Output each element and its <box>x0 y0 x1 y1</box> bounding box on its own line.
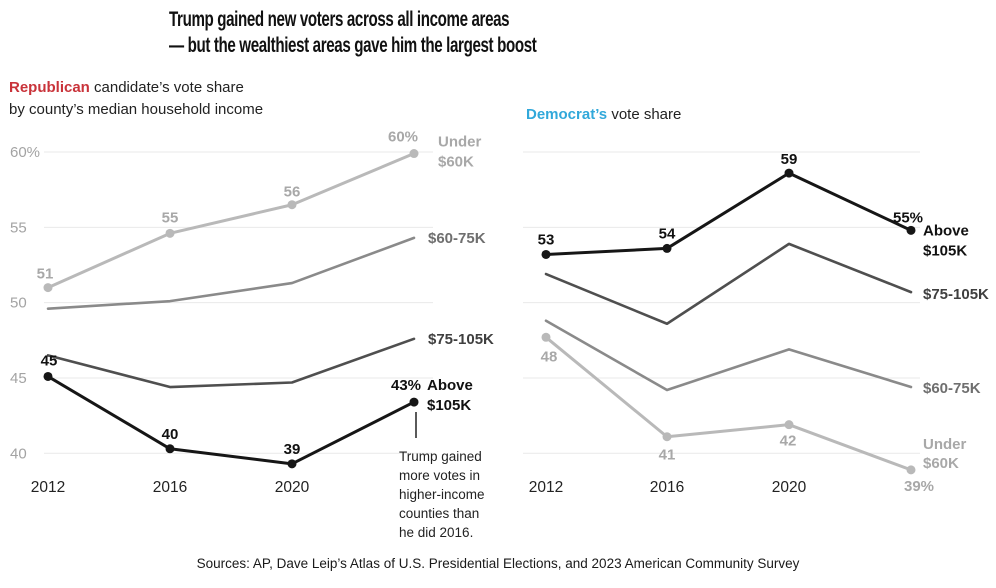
data-point-label: 55% <box>893 209 923 226</box>
series-label-under-60k: Under <box>438 134 482 151</box>
data-point-label: 48 <box>541 348 558 365</box>
x-axis-tick-label: 2012 <box>31 479 65 496</box>
series-line-under-60k <box>46 152 416 290</box>
data-point-label: 59 <box>781 151 798 168</box>
data-point-dot <box>662 243 672 253</box>
data-point-dot <box>541 249 551 259</box>
data-point-dot <box>165 228 175 238</box>
annotation-line: he did 2016. <box>399 525 474 540</box>
series-label-under-60k: Under <box>923 436 967 453</box>
data-point-dot <box>43 283 53 293</box>
data-point-dot <box>906 465 916 475</box>
y-axis-tick-label: 60% <box>10 144 40 161</box>
annotation-text: Trump gained more votes in higher-income… <box>399 447 485 542</box>
series-line-above-105k <box>544 171 913 256</box>
series-label-75-105k: $75-105K <box>923 286 989 303</box>
right-chart-subtitle: Democrat’s vote share <box>526 104 681 126</box>
data-point-label: 55 <box>162 209 179 226</box>
x-axis-tick-label: 2020 <box>772 479 807 496</box>
series-line-60-75k <box>544 319 913 392</box>
data-point-label: 45 <box>41 352 58 369</box>
x-axis-tick-label: 2016 <box>650 479 684 496</box>
right-chart-subtitle-rest: vote share <box>607 106 682 123</box>
series-label-above-105k: Above <box>427 377 473 394</box>
data-point-dot <box>409 149 419 159</box>
data-point-dot <box>784 420 794 430</box>
annotation-line: more votes in <box>399 468 481 483</box>
data-point-label: 60% <box>388 129 418 146</box>
series-line-60-75k <box>46 236 416 310</box>
chart-democrat: 2012 2016 2020 53 54 59 55%Above $105K $75-105K $… <box>523 151 989 496</box>
data-point-label: 43% <box>391 377 421 394</box>
left-chart-subtitle-line2: by county’s median household income <box>9 101 264 118</box>
data-point-label: 41 <box>659 447 676 464</box>
series-label-above-105k: $105K <box>923 242 967 259</box>
series-line-under-60k <box>544 335 913 472</box>
y-axis-tick-label: 40 <box>10 445 27 462</box>
page-title-line2: — but the wealthiest areas gave him the … <box>169 34 537 57</box>
series-line-above-105k <box>46 374 416 466</box>
republican-label: Republican <box>9 79 90 96</box>
data-point-dot <box>662 432 672 442</box>
data-point-label: 53 <box>538 231 555 248</box>
series-label-above-105k: $105K <box>427 397 471 414</box>
data-point-label: 54 <box>659 225 676 242</box>
left-chart-subtitle-line1: Republican candidate’s vote share <box>9 77 263 99</box>
series-label-under-60k: $60K <box>923 455 959 472</box>
x-axis-tick-label: 2020 <box>275 479 310 496</box>
series-label-above-105k: Above <box>923 222 969 239</box>
data-point-label: 42 <box>780 433 797 450</box>
data-point-dot <box>906 225 916 235</box>
series-label-60-75k: $60-75K <box>923 380 981 397</box>
series-label-60-75k: $60-75K <box>428 230 486 247</box>
data-point-dot <box>541 332 551 342</box>
x-axis-tick-label: 2016 <box>153 479 187 496</box>
data-point-dot <box>409 397 419 407</box>
democrat-label: Democrat’s <box>526 106 608 123</box>
data-point-dot <box>287 459 297 469</box>
data-point-dot <box>287 200 297 210</box>
data-point-dot <box>165 444 175 454</box>
data-point-label: 40 <box>162 426 179 443</box>
data-point-label: 51 <box>37 266 54 283</box>
y-axis-tick-label: 55 <box>10 219 27 236</box>
y-axis-tick-label: 45 <box>10 370 27 387</box>
data-point-dot <box>43 371 53 381</box>
series-label-under-60k: $60K <box>438 154 474 171</box>
x-axis-tick-label: 2012 <box>529 479 563 496</box>
series-label-75-105k: $75-105K <box>428 331 494 348</box>
page-title-line1: Trump gained new voters across all incom… <box>169 8 510 31</box>
annotation-line: counties than <box>399 506 480 521</box>
sources-line: Sources: AP, Dave Leip’s Atlas of U.S. P… <box>196 556 800 571</box>
data-point-dot <box>784 168 794 178</box>
page-title: Trump gained new voters across all incom… <box>169 7 537 59</box>
data-point-label: 56 <box>284 184 301 201</box>
annotation-line: Trump gained <box>399 449 482 464</box>
annotation-line: higher-income <box>399 487 485 502</box>
data-point-label: 39 <box>284 441 301 458</box>
series-line-75-105k <box>46 337 416 389</box>
data-point-label: 39% <box>904 478 934 495</box>
y-axis-tick-label: 50 <box>10 295 27 312</box>
series-line-75-105k <box>544 242 913 326</box>
left-chart-subtitle-rest: candidate’s vote share <box>89 79 244 96</box>
left-chart-subtitle: Republican candidate’s vote share by cou… <box>9 77 263 121</box>
